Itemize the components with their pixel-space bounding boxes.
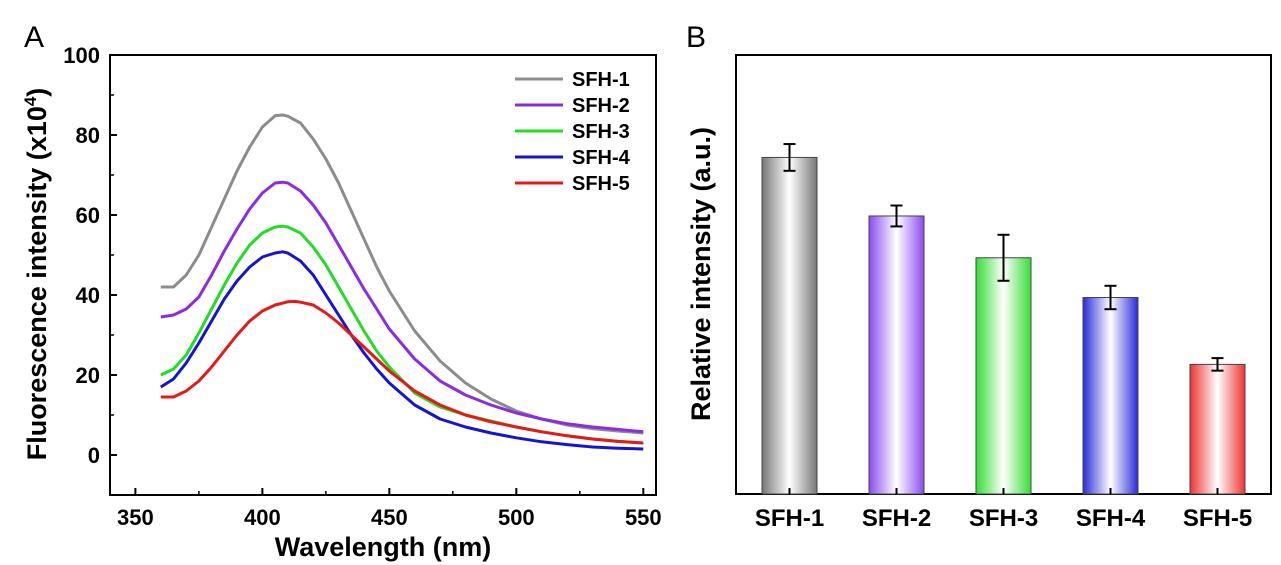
panel-a-legend: SFH-1 SFH-2 SFH-3 SFH-4 SFH-5 [515, 69, 631, 195]
legend-label: SFH-3 [572, 121, 630, 143]
category-label: SFH-3 [969, 505, 1038, 532]
panel-a-series [160, 113, 644, 451]
bar-sfh-3 [975, 257, 1032, 495]
panel-b-category-labels: SFH-1 SFH-2 SFH-3 SFH-4 SFH-5 [755, 488, 1252, 532]
y-tick-label: 0 [88, 443, 100, 468]
category-label: SFH-2 [862, 505, 931, 532]
series-line-sfh-5 [160, 299, 644, 445]
series-line-sfh-3 [160, 224, 644, 445]
x-tick-label: 400 [244, 505, 281, 530]
y-tick-label: 80 [76, 123, 100, 148]
legend-label: SFH-5 [572, 173, 630, 195]
y-tick-label: 60 [76, 203, 100, 228]
bar-sfh-4 [1082, 296, 1139, 495]
panel-b-chart: B SFH-1 SFH-2 SFH-3 SFH-4 SFH-5 Relative int… [686, 21, 1272, 532]
category-label: SFH-5 [1183, 505, 1252, 532]
y-tick-label: 40 [76, 283, 100, 308]
bar-sfh-1 [761, 156, 818, 495]
category-label: SFH-1 [755, 505, 824, 532]
x-tick-label: 350 [117, 505, 154, 530]
legend-label: SFH-2 [572, 95, 630, 117]
x-tick-label: 550 [625, 505, 662, 530]
series-line-sfh-1 [160, 113, 644, 435]
x-tick-label: 500 [498, 505, 535, 530]
x-tick-label: 450 [371, 505, 408, 530]
legend-label: SFH-4 [572, 147, 631, 169]
legend-label: SFH-1 [572, 69, 630, 91]
panel-b-y-axis-title: Relative intensity (a.u.) [686, 127, 716, 421]
series-line-sfh-4 [160, 250, 644, 451]
bar-sfh-2 [868, 215, 925, 495]
panel-a-y-axis-title: Fluorescence intensity (x104) [21, 88, 52, 461]
panel-a-ticks: 350 400 450 500 550 0 20 40 60 80 100 [63, 43, 661, 530]
panel-a-chart: A 350 400 450 500 550 0 20 40 60 80 100 SFH-1 SFH-2… [21, 21, 662, 562]
panel-b-bars [761, 143, 1246, 495]
bar-sfh-5 [1189, 363, 1246, 495]
category-label: SFH-4 [1076, 505, 1146, 532]
y-tick-label: 100 [63, 43, 100, 68]
panel-a-frame [109, 54, 657, 496]
series-line-sfh-2 [160, 180, 644, 434]
y-tick-label: 20 [76, 363, 100, 388]
panel-b-letter: B [686, 21, 706, 54]
panel-a-x-axis-title: Wavelength (nm) [275, 532, 492, 562]
panel-a-letter: A [24, 21, 44, 54]
